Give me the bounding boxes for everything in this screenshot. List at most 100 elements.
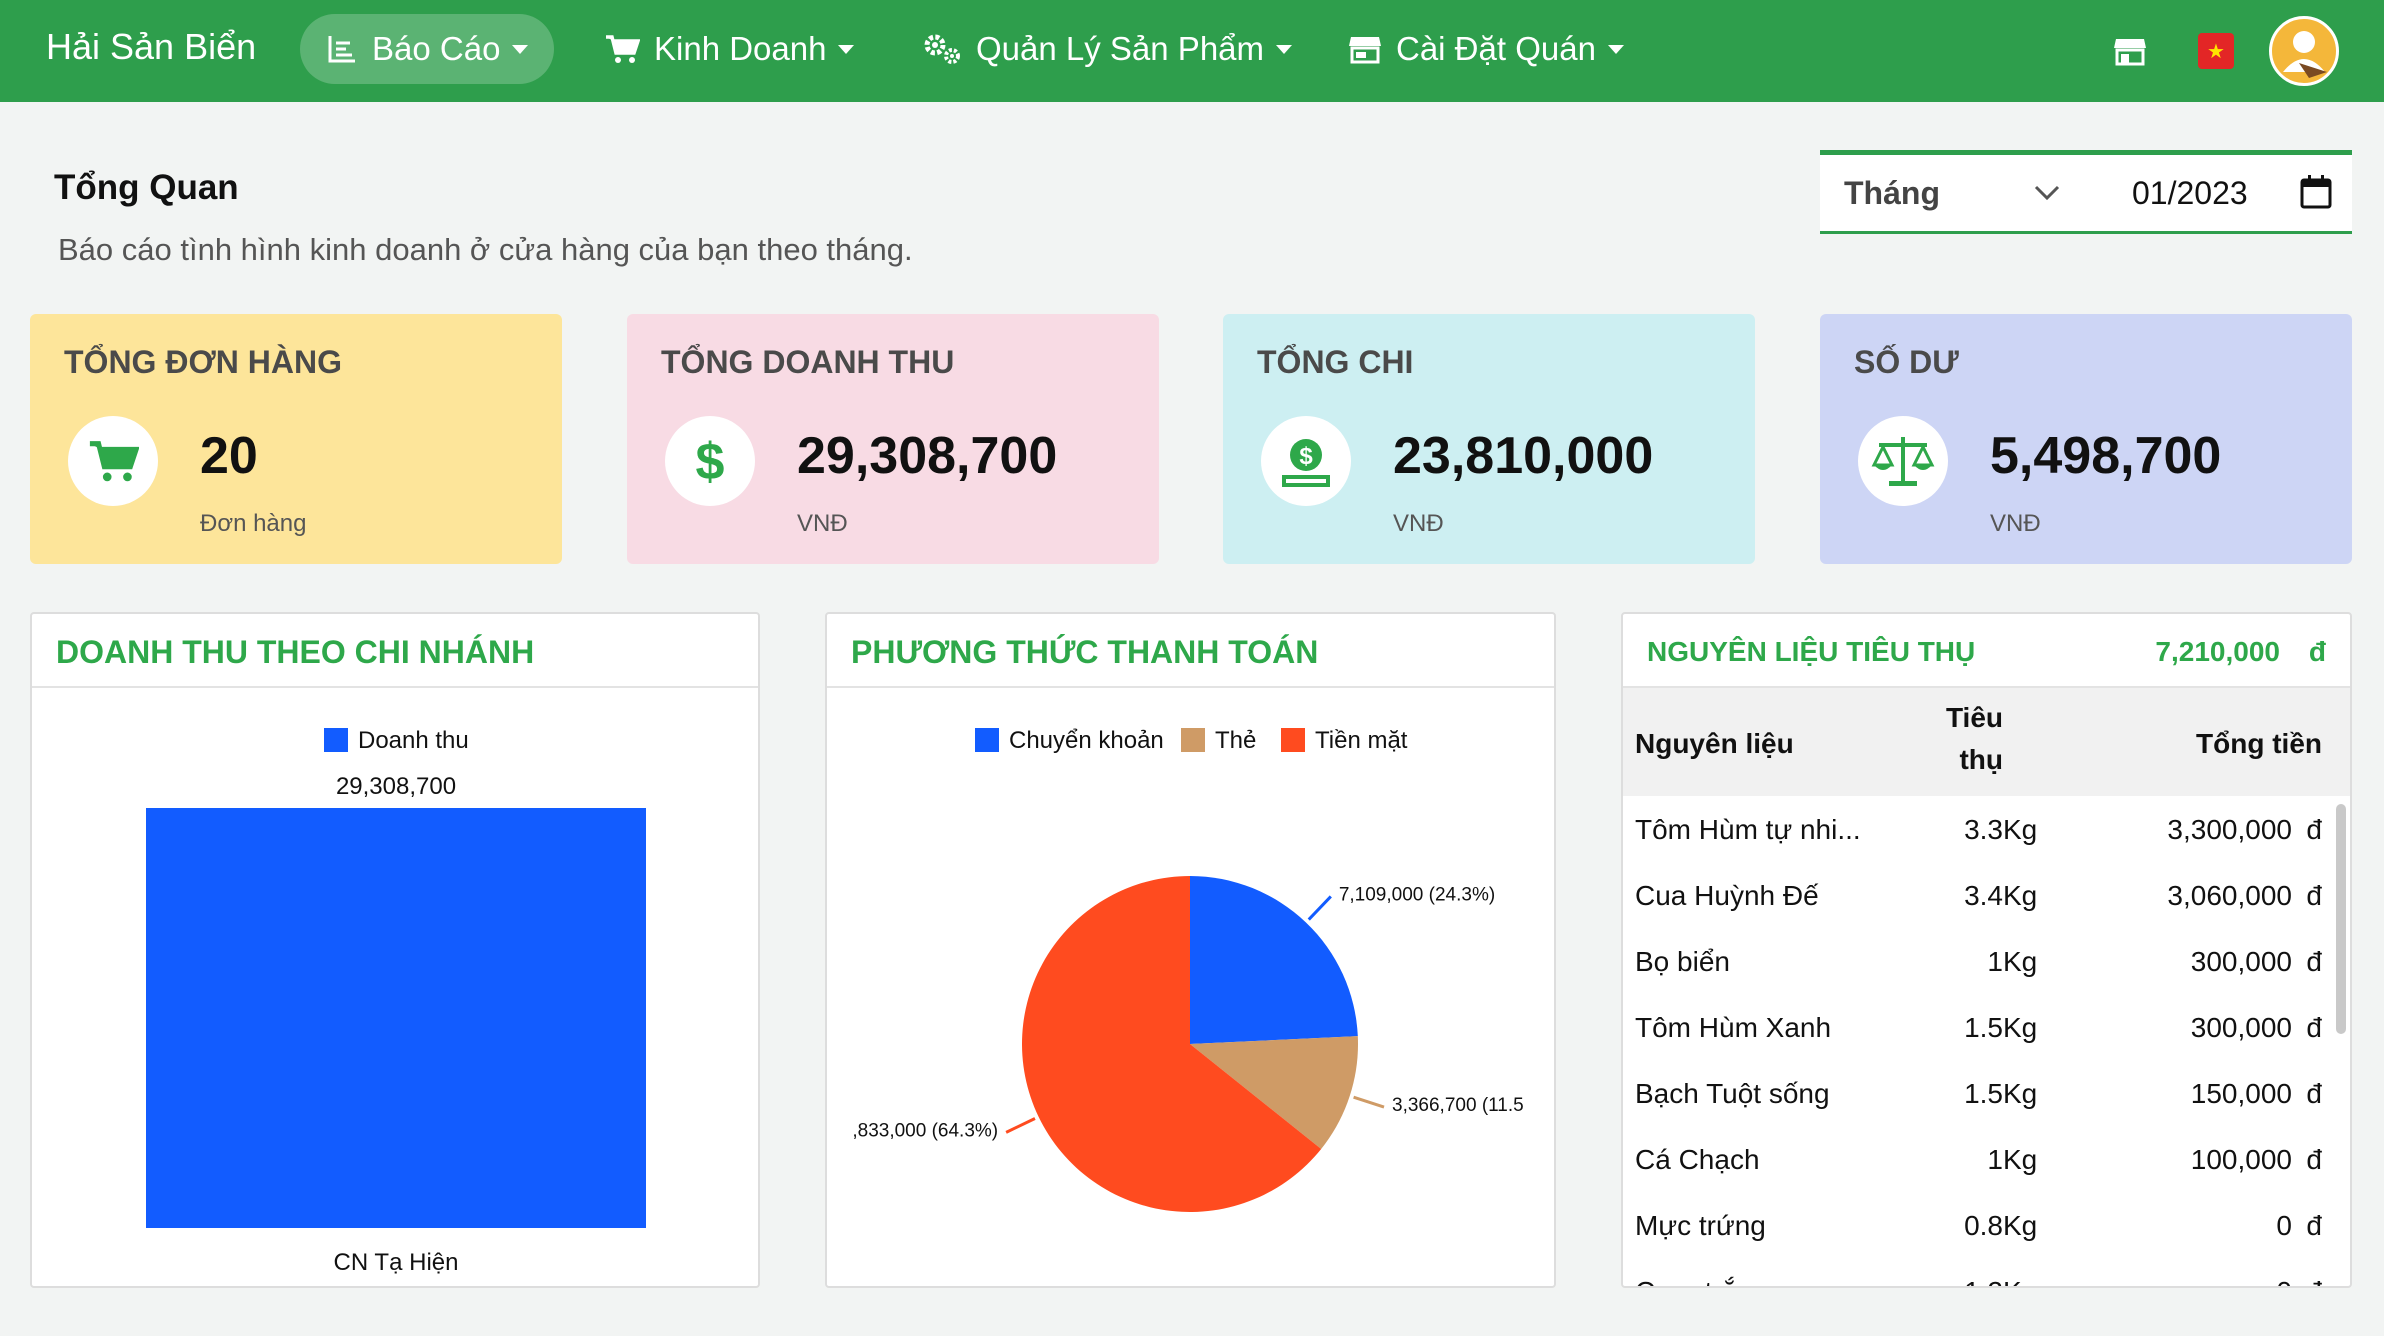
table-row: Cá Chạch 1 Kg 100,000 đ <box>1623 1126 2350 1192</box>
ingredient-unit: Kg <box>2003 1078 2038 1109</box>
ingredient-qty: 1.5 <box>1964 1012 2003 1043</box>
ingredient-total: 0 <box>2276 1276 2292 1286</box>
ingredient-unit: Kg <box>2003 946 2038 977</box>
ingredient-name: Bọ biển <box>1635 946 1730 977</box>
period-picker: Tháng 01/2023 <box>1820 150 2352 234</box>
branch-revenue-panel: DOANH THU THEO CHI NHÁNH Doanh thu 29,308… <box>30 612 760 1288</box>
panel-title: DOANH THU THEO CHI NHÁNH <box>56 634 535 670</box>
report-icon <box>328 36 355 63</box>
ingredient-name: Mực trứng <box>1635 1210 1766 1241</box>
calendar-icon[interactable] <box>2298 173 2334 211</box>
panel-header: DOANH THU THEO CHI NHÁNH <box>32 614 758 688</box>
table-row: Cua Huỳnh Đế 3.4 Kg 3,060,000 đ <box>1623 862 2350 928</box>
pie-data-label: 7,109,000 (24.3%) <box>1339 884 1495 905</box>
ingredients-panel: NGUYÊN LIỆU TIÊU THỤ 7,210,000 đ Nguyên … <box>1621 612 2352 1288</box>
legend-label: Chuyển khoản <box>1009 727 1164 754</box>
stat-title: TỔNG CHI <box>1257 344 1414 380</box>
page-subtitle: Báo cáo tình hình kinh doanh ở cửa hàng … <box>58 232 913 267</box>
table-row: Cơm trắng 1.2Kg 0 đ <box>1623 1258 2350 1286</box>
panel-title: NGUYÊN LIỆU TIÊU THỤ <box>1647 636 1976 667</box>
stat-title: SỐ DƯ <box>1854 344 1959 380</box>
language-button[interactable]: ★ <box>2196 14 2236 88</box>
month-input[interactable]: 01/2023 <box>2132 174 2248 211</box>
nav-cai-dat-quan[interactable]: Cài Đặt Quán <box>1322 14 1650 84</box>
stat-title: TỔNG ĐƠN HÀNG <box>64 344 342 380</box>
money-hand-icon: $ <box>1282 439 1330 487</box>
ingredient-total: 3,300,000 <box>2167 814 2292 845</box>
stat-unit: VNĐ <box>1393 510 1444 537</box>
dollar-icon: $ <box>696 433 725 489</box>
ingredient-name: Cua Huỳnh Đế <box>1635 880 1819 911</box>
bar[interactable] <box>146 808 646 1228</box>
ingredient-name: Cơm trắng <box>1635 1276 1769 1286</box>
chevron-down-icon[interactable] <box>2030 175 2064 209</box>
ingredient-qty: 1.5 <box>1964 1078 2003 1109</box>
pie-slice[interactable] <box>1190 876 1358 1044</box>
legend-swatch <box>324 728 348 752</box>
flag-star: ★ <box>2207 40 2225 63</box>
ingredient-currency: đ <box>2306 1276 2322 1286</box>
col-qty-line1[interactable]: Tiêu <box>1945 702 2003 733</box>
ingredient-currency: đ <box>2306 1012 2322 1043</box>
user-icon <box>2283 31 2327 78</box>
page-title: Tổng Quan <box>54 168 239 207</box>
ingredient-unit: Kg <box>2003 814 2038 845</box>
ingredient-unit: Kg <box>2003 1012 2038 1043</box>
pie-data-label: 3,366,700 (11.5 <box>1392 1095 1524 1116</box>
money-hand-icon-wrap: $ <box>1261 416 1351 506</box>
top-navbar: Hải Sản Biển Báo Cáo Kinh Doanh Quản Lý … <box>0 0 2384 102</box>
panel-header: PHƯƠNG THỨC THANH TOÁN <box>827 614 1554 688</box>
col-total[interactable]: Tổng tiền <box>2196 728 2322 759</box>
vietnam-flag-icon: ★ <box>2198 33 2234 69</box>
ingredients-total-currency: đ <box>2308 636 2326 667</box>
table-row: Mực trứng 0.8 Kg 0 đ <box>1623 1192 2350 1258</box>
nav-bao-cao[interactable]: Báo Cáo <box>300 14 555 84</box>
stat-value: 5,498,700 <box>1990 427 2222 485</box>
pie-slice[interactable] <box>1022 876 1322 1212</box>
ingredient-qty: 0.8 <box>1964 1210 2003 1241</box>
stat-card-orders: TỔNG ĐƠN HÀNG 20 Đơn hàng <box>30 314 562 564</box>
ingredient-qty: 1.2 <box>1923 1276 2003 1286</box>
svg-text:$: $ <box>1299 443 1313 470</box>
table-scrollbar[interactable] <box>2336 804 2346 1034</box>
chevron-down-icon <box>512 44 529 54</box>
chevron-down-icon <box>838 44 855 54</box>
user-menu-button[interactable] <box>2266 14 2342 88</box>
stat-card-revenue: TỔNG DOANH THU $ 29,308,700 VNĐ <box>627 314 1159 564</box>
svg-text:$: $ <box>696 433 725 489</box>
nav-cai-dat-label: Cài Đặt Quán <box>1396 30 1596 67</box>
stat-unit: Đơn hàng <box>200 510 307 537</box>
store-switch-button[interactable] <box>2110 14 2150 88</box>
ingredient-unit: Kg <box>2003 1210 2038 1241</box>
nav-kinh-doanh[interactable]: Kinh Doanh <box>578 14 880 84</box>
gears-icon <box>924 34 960 64</box>
brand-name[interactable]: Hải Sản Biển <box>46 26 257 67</box>
pie-slice[interactable] <box>1190 1036 1358 1149</box>
nav-kinh-doanh-label: Kinh Doanh <box>654 30 827 67</box>
ingredient-currency: đ <box>2306 1210 2322 1241</box>
chevron-down-icon <box>1276 44 1293 54</box>
table-row: Bọ biển 1 Kg 300,000 đ <box>1623 928 2350 994</box>
panel-header: NGUYÊN LIỆU TIÊU THỤ 7,210,000 đ <box>1623 614 2350 688</box>
payment-method-chart: Chuyển khoản Thẻ Tiền mặt 7,109,000 (24.3%)… <box>852 727 1524 1212</box>
ingredient-currency: đ <box>2306 814 2322 845</box>
legend-swatch <box>975 728 999 752</box>
avatar <box>2269 16 2339 86</box>
ingredient-total: 300,000 <box>2190 1012 2292 1043</box>
col-ingredient[interactable]: Nguyên liệu <box>1635 728 1794 759</box>
period-mode-select[interactable]: Tháng <box>1844 174 1940 211</box>
legend-label: Tiền mặt <box>1315 727 1408 754</box>
legend-label: Thẻ <box>1215 727 1256 754</box>
payment-method-panel: PHƯƠNG THỨC THANH TOÁN Chuyển khoản Thẻ Ti… <box>825 612 1556 1288</box>
pie-leader-line <box>1005 1117 1036 1134</box>
ingredient-name: Cá Chạch <box>1635 1144 1760 1175</box>
stat-value: 23,810,000 <box>1393 427 1654 485</box>
ingredient-name: Tôm Hùm tự nhi... <box>1635 814 1861 845</box>
ingredient-name: Tôm Hùm Xanh <box>1635 1012 1832 1043</box>
table-row: Tôm Hùm Xanh 1.5 Kg 300,000 đ <box>1623 994 2350 1060</box>
nav-quan-ly-san-pham[interactable]: Quản Lý Sản Phẩm <box>896 14 1318 84</box>
col-qty-line2[interactable]: thụ <box>1959 744 2003 775</box>
ingredient-qty: 1 <box>1987 946 2003 977</box>
stat-card-balance: SỐ DƯ 5,498,700 VNĐ <box>1820 314 2352 564</box>
ingredient-currency: đ <box>2306 880 2322 911</box>
